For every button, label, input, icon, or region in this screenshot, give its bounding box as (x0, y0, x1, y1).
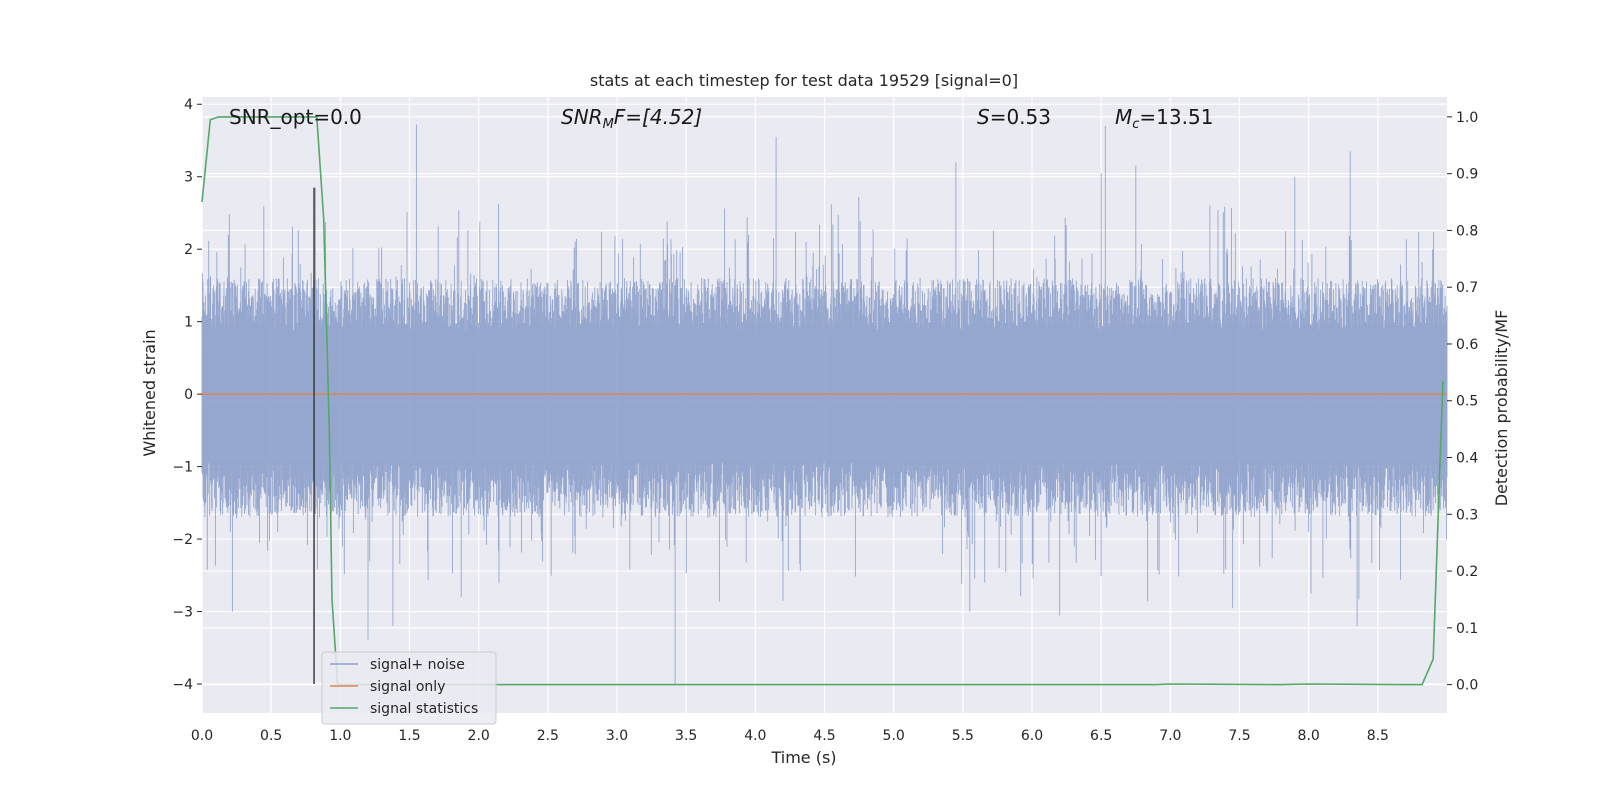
x-tick-label: 1.0 (329, 728, 351, 744)
legend-label-signal-statistics: signal statistics (370, 701, 478, 717)
x-tick-label: 6.0 (1021, 728, 1043, 744)
x-tick-label: 6.5 (1090, 728, 1112, 744)
x-tick-label: 5.0 (883, 728, 905, 744)
x-tick-label: 0.5 (260, 728, 282, 744)
y2-tick-label: 0.2 (1456, 564, 1478, 580)
x-tick-label: 1.5 (398, 728, 420, 744)
y-tick-label: 0 (184, 387, 193, 403)
y2-tick-label: 0.0 (1456, 678, 1478, 694)
y2-tick-label: 0.7 (1456, 280, 1478, 296)
x-axis-label: Time (s) (770, 748, 836, 767)
y-tick-label: 3 (184, 170, 193, 186)
y2-tick-label: 0.1 (1456, 621, 1478, 637)
x-tick-label: 4.0 (744, 728, 766, 744)
y2-tick-label: 0.3 (1456, 507, 1478, 523)
annotation-s: S=0.53 (977, 105, 1051, 129)
x-tick-label: 7.5 (1228, 728, 1250, 744)
y-tick-label: −1 (172, 460, 193, 476)
chart-title: stats at each timestep for test data 195… (590, 71, 1018, 90)
y-tick-label: 2 (184, 242, 193, 258)
x-ticks: 0.0 0.5 1.0 1.5 2.0 2.5 3.0 3.5 4.0 4.5 5.0 5.5 6.0 6… (191, 728, 1389, 744)
annotation-snr-mf: SNRMF=[4.52] (561, 105, 702, 132)
legend-box (321, 651, 497, 725)
y-tick-label: 1 (184, 315, 193, 331)
x-tick-label: 3.0 (606, 728, 628, 744)
legend-label-signal-only: signal only (370, 679, 445, 695)
y-tick-label: −2 (172, 532, 193, 548)
y2-axis-label: Detection probability/MF (1492, 310, 1511, 507)
annotation-mc: Mc=13.51 (1115, 105, 1213, 132)
y-tick-label: −3 (172, 605, 193, 621)
y-tick-label: 4 (184, 97, 193, 113)
legend: signal+ noise signal only signal statist… (321, 651, 497, 725)
signal-noise-trace (201, 124, 1448, 684)
x-tick-label: 0.0 (191, 728, 213, 744)
signal-noise-series (201, 124, 1448, 684)
y-tick-label: −4 (172, 677, 193, 693)
y2-tick-label: 0.5 (1456, 394, 1478, 410)
x-tick-label: 4.5 (813, 728, 835, 744)
y2-tick-label: 0.9 (1456, 167, 1478, 183)
x-tick-label: 3.5 (675, 728, 697, 744)
x-tick-label: 7.0 (1159, 728, 1181, 744)
y2-tick-label: 0.6 (1456, 337, 1478, 353)
x-tick-label: 8.5 (1367, 728, 1389, 744)
x-tick-label: 8.0 (1298, 728, 1320, 744)
y-ticks: −4 −3 −2 −1 0 1 2 3 4 (172, 97, 202, 693)
x-tick-label: 2.5 (537, 728, 559, 744)
x-tick-label: 2.0 (468, 728, 490, 744)
y-axis-label: Whitened strain (140, 329, 159, 456)
y2-tick-label: 0.4 (1456, 451, 1478, 467)
y2-ticks: 0.0 0.1 0.2 0.3 0.4 0.5 0.6 0.7 0.8 0.9 1.0 (1447, 110, 1478, 694)
y2-tick-label: 0.8 (1456, 223, 1478, 239)
y2-tick-label: 1.0 (1456, 110, 1478, 126)
annotation-snr-opt: SNR_opt=0.0 (229, 105, 362, 129)
legend-label-signal-noise: signal+ noise (370, 657, 465, 673)
x-tick-label: 5.5 (952, 728, 974, 744)
